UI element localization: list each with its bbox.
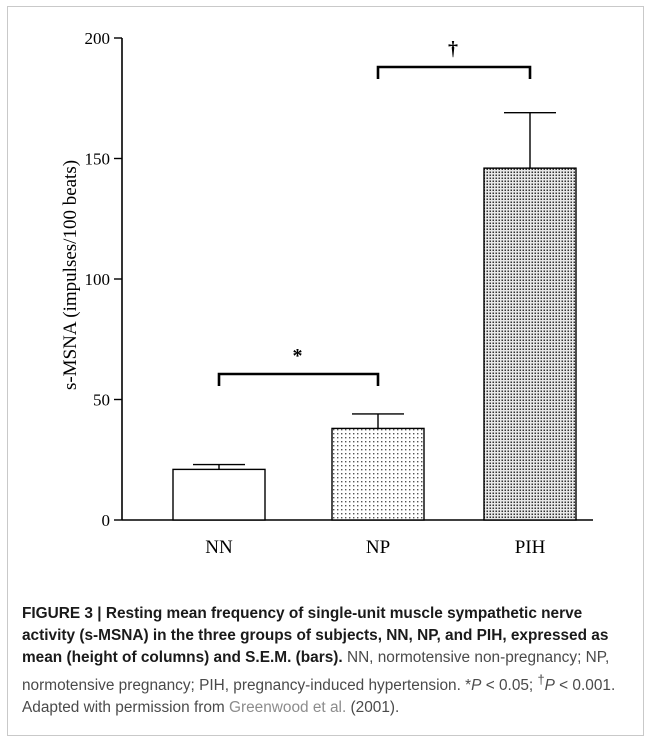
y-tick-label: 150 xyxy=(85,150,111,169)
caption-reference[interactable]: Greenwood et al. xyxy=(229,699,347,717)
caption-label: FIGURE 3 | xyxy=(22,605,106,622)
y-tick-label: 200 xyxy=(85,29,111,48)
bar-pih xyxy=(483,167,577,521)
significance-bracket xyxy=(217,372,380,386)
figure-caption: FIGURE 3 | Resting mean frequency of sin… xyxy=(22,603,634,719)
significance-bracket xyxy=(376,65,532,79)
caption-title: Resting mean frequency of single-unit mu… xyxy=(22,605,609,666)
caption-p-symbol: P xyxy=(471,677,482,695)
significance-marker: † xyxy=(448,38,458,60)
x-tick-label: NP xyxy=(366,537,390,558)
bar-nn xyxy=(172,468,266,521)
y-axis-label: s-MSNA (impulses/100 beats) xyxy=(60,160,81,390)
caption-body: NN, normotensive non-pregnancy; NP, norm… xyxy=(22,649,610,695)
caption-p2: < 0.001. Adapted with permission from xyxy=(22,677,616,717)
y-tick-label: 0 xyxy=(102,511,111,530)
x-tick-label: PIH xyxy=(515,537,546,558)
bar-chart: 0 50 100 150 200 s-MSNA (impulses/100 beats) N… xyxy=(60,29,593,558)
significance-marker: * xyxy=(293,345,303,367)
x-tick-label: NN xyxy=(205,537,233,558)
y-tick-label: 100 xyxy=(85,270,111,289)
caption-star: * xyxy=(465,677,472,695)
caption-p-symbol-2: P xyxy=(544,677,555,695)
caption-reference-year: (2001). xyxy=(346,699,400,717)
y-tick-label: 50 xyxy=(93,391,110,410)
bar-np xyxy=(331,427,425,521)
caption-dagger: † xyxy=(537,672,545,687)
caption-p1: < 0.05; xyxy=(481,677,538,695)
